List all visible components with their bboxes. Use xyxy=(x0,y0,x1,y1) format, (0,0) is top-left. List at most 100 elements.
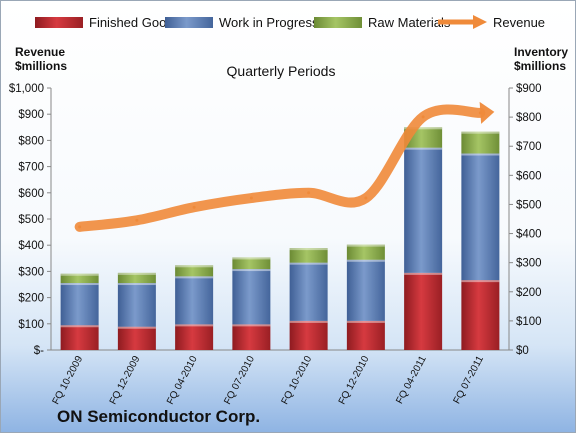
legend-label-revenue: Revenue xyxy=(493,15,545,30)
bar-raw-materials-highlight xyxy=(461,131,500,134)
bar-finished-goods xyxy=(117,326,156,350)
legend-swatch-raw-materials xyxy=(314,17,362,28)
legend-arrowhead-revenue xyxy=(473,15,487,29)
right-axis-ticks: $0 $100 $200 $300 $400 $500 $600 $700 $800 $900 xyxy=(509,83,542,357)
bar-raw-materials xyxy=(175,265,214,277)
bar-work-in-progress-highlight xyxy=(346,259,385,262)
legend-label-work-in-progress: Work in Progress xyxy=(219,15,319,30)
bar-finished-goods-highlight xyxy=(346,320,385,323)
revenue-point xyxy=(478,111,482,115)
bar-raw-materials-highlight xyxy=(404,127,443,130)
plot-title: Quarterly Periods xyxy=(227,63,336,79)
company-name: ON Semiconductor Corp. xyxy=(57,407,260,426)
revenue-point xyxy=(307,191,311,195)
bar-work-in-progress-highlight xyxy=(289,262,328,265)
bar-raw-materials-highlight xyxy=(232,257,271,260)
left-tick-label: $500 xyxy=(18,214,44,226)
revenue-line xyxy=(74,104,486,232)
legend-swatch-finished-goods xyxy=(35,17,83,28)
category-label: FQ 10-2010 xyxy=(280,354,315,407)
bar-work-in-progress xyxy=(117,283,156,327)
bar-raw-materials-highlight xyxy=(346,244,385,247)
bar-finished-goods xyxy=(232,324,271,350)
right-tick-label: $400 xyxy=(516,229,542,241)
bar-work-in-progress xyxy=(175,276,214,325)
bar-raw-materials-highlight xyxy=(60,273,99,276)
left-tick-label: $100 xyxy=(18,319,44,331)
bar-finished-goods-highlight xyxy=(289,320,328,323)
bar-raw-materials-highlight xyxy=(289,248,328,251)
legend-swatch-work-in-progress xyxy=(165,17,213,28)
left-tick-label: $800 xyxy=(18,135,44,147)
bar-finished-goods xyxy=(346,320,385,350)
category-label: FQ 07-2010 xyxy=(222,354,257,407)
right-tick-label: $800 xyxy=(516,112,542,124)
right-tick-label: $500 xyxy=(516,199,542,211)
bar-raw-materials xyxy=(117,272,156,284)
revenue-point xyxy=(364,196,368,200)
category-labels: FQ 10-2009 FQ 12-2009 FQ 04-2010 FQ 07-2010… xyxy=(51,354,487,407)
left-tick-label: $- xyxy=(34,345,44,357)
right-tick-label: $300 xyxy=(516,258,542,270)
bar-finished-goods xyxy=(289,320,328,350)
left-tick-label: $300 xyxy=(18,266,44,278)
revenue-arrowhead xyxy=(479,101,495,124)
stacked-bars xyxy=(60,127,500,350)
category-label: FQ 12-2010 xyxy=(337,354,372,407)
legend: Finished Goods Work in Progress Raw Mate… xyxy=(35,15,545,30)
bar-finished-goods-highlight xyxy=(117,326,156,329)
right-tick-label: $700 xyxy=(516,141,542,153)
bar-finished-goods-highlight xyxy=(404,272,443,275)
bar-work-in-progress xyxy=(404,147,443,273)
category-label: FQ 12-2009 xyxy=(108,354,143,407)
bar-raw-materials xyxy=(60,273,99,284)
revenue-point xyxy=(249,196,253,200)
bar-work-in-progress-highlight xyxy=(60,283,99,286)
bar-raw-materials xyxy=(346,244,385,260)
right-tick-label: $100 xyxy=(516,316,542,328)
left-axis-ticks: $- $100 $200 $300 $400 $500 $600 $700 $800 $900 $1… xyxy=(9,83,51,357)
left-axis-title-line2: $millions xyxy=(15,59,67,73)
revenue-line-group xyxy=(74,101,495,232)
left-tick-label: $400 xyxy=(18,240,44,252)
bar-finished-goods xyxy=(60,325,99,350)
bar-work-in-progress-highlight xyxy=(404,147,443,150)
bar-work-in-progress-highlight xyxy=(232,269,271,272)
bar-work-in-progress-highlight xyxy=(175,276,214,279)
bar-finished-goods-highlight xyxy=(60,325,99,328)
left-tick-label: $1,000 xyxy=(9,83,44,95)
revenue-point xyxy=(192,205,196,209)
bar-finished-goods xyxy=(461,280,500,350)
category-label: FQ 04-2011 xyxy=(394,354,429,406)
right-axis-title-line2: $millions xyxy=(514,59,566,73)
bar-raw-materials-highlight xyxy=(117,272,156,275)
bar-work-in-progress xyxy=(232,269,271,325)
left-tick-label: $600 xyxy=(18,188,44,200)
revenue-point xyxy=(78,225,82,229)
left-tick-label: $700 xyxy=(18,162,44,174)
bar-finished-goods-highlight xyxy=(232,324,271,327)
category-label: FQ 04-2010 xyxy=(165,354,200,407)
bar-raw-materials-highlight xyxy=(175,265,214,268)
legend-label-raw-materials: Raw Materials xyxy=(368,15,451,30)
category-label: FQ 07-2011 xyxy=(452,354,487,406)
right-axis-title-line1: Inventory xyxy=(514,45,568,59)
bar-work-in-progress xyxy=(461,153,500,281)
bar-work-in-progress-highlight xyxy=(117,283,156,286)
right-tick-label: $0 xyxy=(516,345,529,357)
bar-finished-goods xyxy=(175,324,214,350)
revenue-point xyxy=(421,115,425,119)
left-axis-title-line1: Revenue xyxy=(15,45,65,59)
bar-work-in-progress xyxy=(289,262,328,321)
revenue-point xyxy=(135,218,139,222)
category-label: FQ 10-2009 xyxy=(51,354,86,407)
right-tick-label: $600 xyxy=(516,170,542,182)
right-tick-label: $200 xyxy=(516,287,542,299)
bar-finished-goods-highlight xyxy=(461,280,500,283)
legend-label-finished-goods: Finished Goods xyxy=(89,15,181,30)
right-tick-label: $900 xyxy=(516,83,542,95)
bar-work-in-progress-highlight xyxy=(461,153,500,156)
bar-finished-goods-highlight xyxy=(175,324,214,327)
bar-raw-materials xyxy=(232,257,271,270)
